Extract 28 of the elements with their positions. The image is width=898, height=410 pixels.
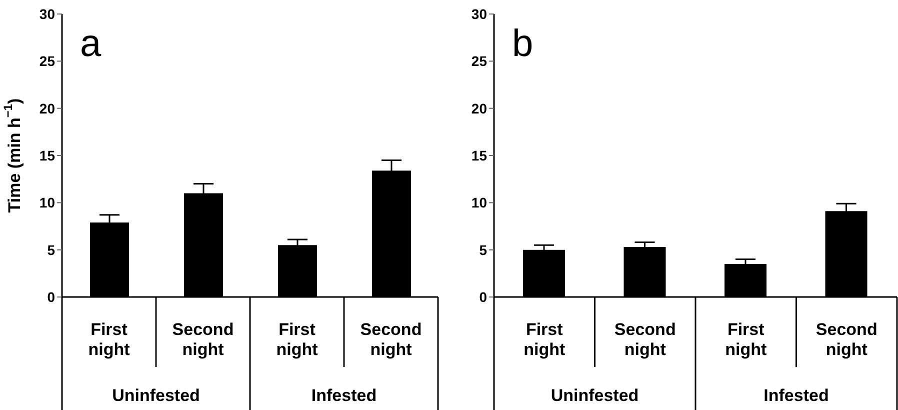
annotation: b bbox=[512, 23, 534, 65]
y-tick-label: 20 bbox=[471, 100, 488, 116]
annotation: a bbox=[80, 23, 102, 65]
x-tick-label: Second night bbox=[816, 320, 878, 359]
y-tick-label: 5 bbox=[47, 242, 56, 258]
y-tick-label: 0 bbox=[47, 288, 56, 305]
text: Uninfested bbox=[112, 386, 200, 405]
x-tick-label: First night bbox=[725, 320, 767, 359]
y-tick-label: 25 bbox=[471, 53, 488, 70]
y-tick-label: 15 bbox=[471, 147, 488, 164]
y-tick-label: 20 bbox=[39, 100, 56, 116]
y-tick-label: 30 bbox=[471, 6, 488, 22]
x-tick-label: Second night bbox=[360, 320, 422, 359]
x-tick-label: First night bbox=[524, 320, 566, 359]
text: Infested bbox=[764, 386, 829, 405]
y-tick-label: 10 bbox=[39, 194, 56, 211]
text: Uninfested bbox=[550, 386, 639, 405]
x-tick-label: Second night bbox=[614, 320, 676, 359]
y-tick-label: 10 bbox=[471, 194, 488, 211]
x-tick-label: First night bbox=[276, 320, 318, 359]
y-tick-label: 5 bbox=[479, 242, 488, 258]
y-tick-label: 0 bbox=[479, 288, 488, 305]
x-tick-label: First night bbox=[88, 320, 130, 359]
y-tick-label: 30 bbox=[39, 6, 56, 22]
y-tick-label: 25 bbox=[39, 53, 56, 70]
y-tick-label: 15 bbox=[39, 147, 56, 164]
text: Infested bbox=[311, 386, 377, 405]
x-tick-label: Second night bbox=[172, 320, 234, 359]
